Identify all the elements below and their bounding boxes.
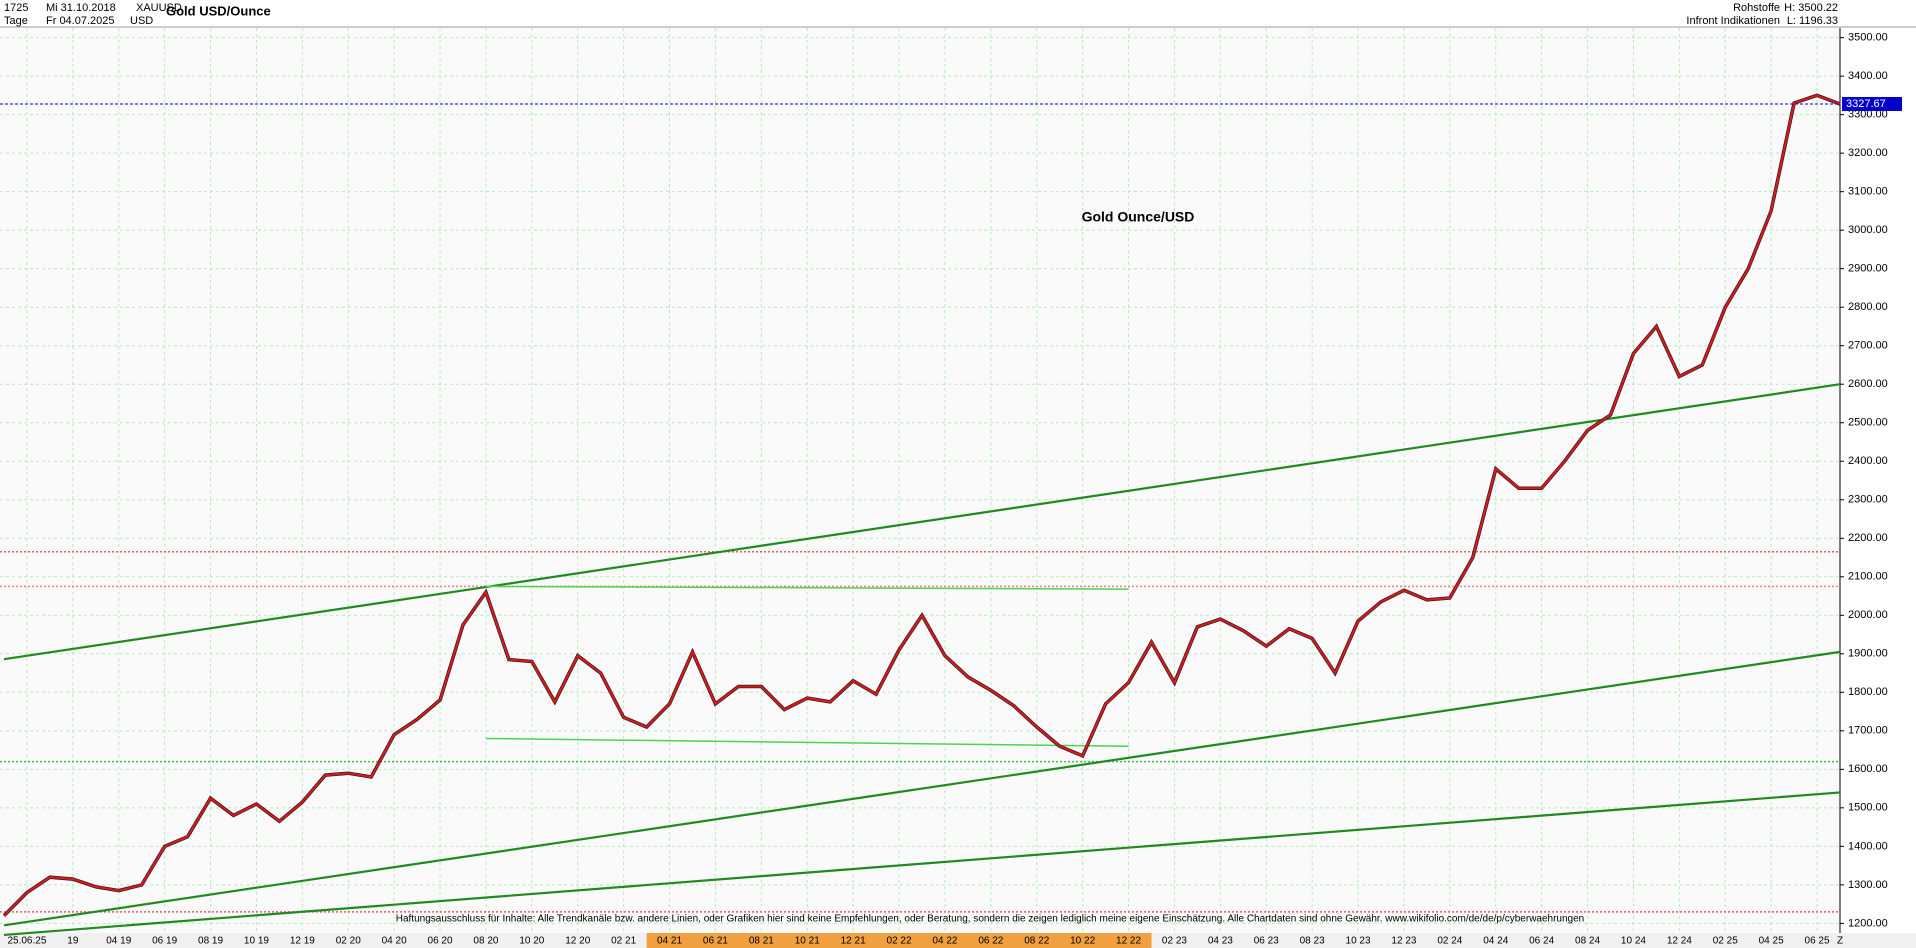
end-date: Fr 04.07.2025 [46, 15, 115, 27]
y-tick-label: 3100.00 [1848, 186, 1888, 198]
y-tick-label: 2800.00 [1848, 301, 1888, 313]
x-tick-label: 04 19 [106, 936, 131, 947]
instrument-name: Gold USD/Ounce [166, 3, 271, 18]
y-tick-label: 3400.00 [1848, 70, 1888, 82]
y-tick-label: 1500.00 [1848, 802, 1888, 814]
x-tick-label: 04 21 [657, 936, 682, 947]
y-tick-label: 1700.00 [1848, 725, 1888, 737]
header-bar [0, 0, 1916, 27]
x-tick-label: Z [1837, 936, 1843, 947]
level-line [485, 585, 1129, 590]
x-tick-label: 08 23 [1300, 936, 1325, 947]
x-tick-label: 06 20 [428, 936, 453, 947]
x-tick-label: 02 24 [1437, 936, 1462, 947]
y-tick-label: 2400.00 [1848, 455, 1888, 467]
y-tick-label: 3200.00 [1848, 147, 1888, 159]
x-tick-label: 25.06.25 [7, 936, 46, 947]
x-tick-label: 12 24 [1667, 936, 1692, 947]
x-tick-label: 04 22 [932, 936, 957, 947]
y-tick-label: 1400.00 [1848, 840, 1888, 852]
high: H: 3500.22 [1784, 2, 1838, 14]
x-tick-label: 02 20 [336, 936, 361, 947]
x-tick-label: 04 23 [1208, 936, 1233, 947]
y-tick-label: 1300.00 [1848, 879, 1888, 891]
x-tick-label: 19 [67, 936, 79, 947]
x-tick-label: 08 21 [749, 936, 774, 947]
currency: USD [130, 15, 153, 27]
x-tick-label: 12 20 [565, 936, 590, 947]
x-tick-label: 08 22 [1024, 936, 1049, 947]
y-tick-label: 2900.00 [1848, 263, 1888, 275]
count: 1725 [4, 2, 28, 14]
x-tick-label: 10 22 [1070, 936, 1095, 947]
y-tick-label: 2300.00 [1848, 494, 1888, 506]
y-tick-label: 2200.00 [1848, 532, 1888, 544]
trend-line [3, 650, 1841, 927]
x-tick-label: 10 20 [519, 936, 544, 947]
x-tick-label: 10 24 [1621, 936, 1646, 947]
price-line [3, 94, 1841, 917]
y-tick-label: 1900.00 [1848, 648, 1888, 660]
y-tick-label: 2100.00 [1848, 571, 1888, 583]
x-tick-label: 08 24 [1575, 936, 1600, 947]
x-tick-label: 04 20 [382, 936, 407, 947]
plot-background [0, 28, 1840, 933]
group: Rohstoffe [1733, 2, 1780, 14]
period: Tage [4, 15, 28, 27]
x-tick-label: 10 19 [244, 936, 269, 947]
trend-line [3, 791, 1841, 937]
current-price-box [1842, 96, 1902, 111]
y-tick-label: 2500.00 [1848, 417, 1888, 429]
x-tick-label: 06 21 [703, 936, 728, 947]
start-date: Mi 31.10.2018 [46, 2, 116, 14]
x-tick-label: 02 23 [1162, 936, 1187, 947]
y-tick-label: 3000.00 [1848, 224, 1888, 236]
source: Infront Indikationen [1686, 15, 1780, 27]
annotation: Gold Ounce/USD [1082, 209, 1195, 225]
x-tick-label: 12 21 [841, 936, 866, 947]
y-tick-label: 3500.00 [1848, 32, 1888, 44]
x-tick-label: 04 24 [1483, 936, 1508, 947]
x-tick-label: 12 19 [290, 936, 315, 947]
x-tick-label: 02 22 [887, 936, 912, 947]
x-tick-label: 02 21 [611, 936, 636, 947]
x-tick-label: 06 19 [152, 936, 177, 947]
disclaimer: Haftungsausschluss für Inhalte: Alle Tre… [396, 914, 1585, 925]
x-axis-highlight [646, 933, 1152, 948]
x-tick-label: 12 23 [1391, 936, 1416, 947]
y-tick-label: 1800.00 [1848, 686, 1888, 698]
x-tick-label: 12 22 [1116, 936, 1141, 947]
x-tick-label: 06 23 [1254, 936, 1279, 947]
trend-line [3, 383, 1841, 661]
x-tick-label: 10 23 [1346, 936, 1371, 947]
y-tick-label: 2000.00 [1848, 609, 1888, 621]
x-tick-label: 06 25 [1805, 936, 1830, 947]
y-tick-label: 2700.00 [1848, 340, 1888, 352]
x-tick-label: 02 25 [1713, 936, 1738, 947]
y-tick-label: 1600.00 [1848, 763, 1888, 775]
x-tick-label: 06 24 [1529, 936, 1554, 947]
y-tick-label: 2600.00 [1848, 378, 1888, 390]
x-tick-label: 08 19 [198, 936, 223, 947]
current-price-label: 3327.67 [1846, 98, 1886, 110]
x-tick-label: 08 20 [473, 936, 498, 947]
symbol: XAUUSD [136, 2, 182, 14]
level-line [485, 737, 1129, 747]
y-tick-label: 3300.00 [1848, 109, 1888, 121]
x-tick-label: 10 21 [795, 936, 820, 947]
y-tick-label: 1200.00 [1848, 917, 1888, 929]
x-tick-label: 06 22 [978, 936, 1003, 947]
low: L: 1196.33 [1787, 15, 1838, 27]
x-tick-label: 04 25 [1759, 936, 1784, 947]
